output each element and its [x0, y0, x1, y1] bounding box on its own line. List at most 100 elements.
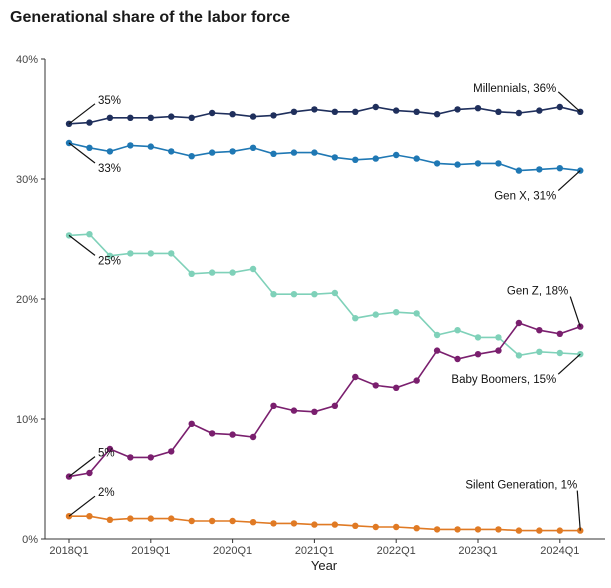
data-point — [352, 315, 359, 322]
leader-line — [576, 490, 581, 531]
data-point — [393, 309, 400, 316]
data-point — [515, 319, 523, 327]
annotation-text: Gen X, 31% — [494, 191, 556, 203]
data-point — [372, 155, 379, 162]
data-point — [249, 433, 257, 441]
data-point — [474, 526, 482, 533]
data-point — [86, 119, 93, 126]
data-point — [229, 269, 236, 276]
data-point — [433, 526, 441, 533]
data-point — [127, 142, 134, 149]
data-point — [413, 155, 420, 162]
data-point — [229, 431, 236, 438]
data-point — [270, 402, 277, 409]
data-point — [188, 420, 195, 427]
leader-line — [68, 456, 96, 478]
data-point — [127, 250, 134, 257]
annotation-label: 25% — [68, 234, 121, 267]
annotation-text: Gen Z, 18% — [507, 286, 568, 298]
data-point — [249, 144, 257, 151]
data-point — [188, 270, 195, 277]
data-point — [433, 160, 441, 167]
data-point — [311, 521, 318, 528]
data-point — [413, 108, 420, 116]
annotation-text: 35% — [98, 95, 121, 107]
data-point — [249, 113, 257, 120]
x-axis-title: Year — [311, 558, 338, 573]
data-point — [331, 289, 339, 297]
annotation-text: Silent Generation, 1% — [465, 480, 577, 492]
data-point — [188, 153, 195, 160]
data-point — [208, 269, 216, 276]
data-point — [433, 347, 441, 354]
data-point — [168, 448, 175, 455]
data-point — [495, 108, 502, 116]
series-gen_z — [65, 319, 584, 480]
data-point — [86, 513, 93, 520]
data-point — [311, 106, 318, 113]
data-point — [454, 526, 461, 533]
data-point — [290, 291, 298, 298]
series-line — [68, 142, 581, 172]
data-point — [331, 108, 339, 116]
data-point — [556, 103, 563, 111]
data-point — [290, 407, 298, 414]
data-point — [229, 111, 236, 118]
data-point — [495, 160, 502, 167]
data-point — [86, 144, 93, 151]
data-point — [147, 250, 154, 257]
data-point — [208, 517, 216, 525]
data-point — [413, 377, 420, 384]
x-tick-label: 2022Q1 — [377, 545, 416, 557]
leader-line — [557, 170, 581, 192]
data-point — [208, 109, 216, 117]
annotation-text: Baby Boomers, 15% — [451, 374, 556, 386]
data-point — [127, 515, 134, 522]
data-point — [352, 156, 359, 163]
leader-line — [68, 142, 96, 164]
series-silent_generation — [65, 513, 584, 534]
data-point — [106, 148, 114, 155]
data-point — [188, 517, 195, 525]
data-point — [454, 106, 461, 113]
data-point — [433, 331, 441, 339]
data-point — [147, 114, 154, 122]
data-point — [474, 160, 482, 167]
data-point — [331, 154, 339, 161]
axes: 0% 10% 20% 30% 40% 2018Q1 2019Q1 2020Q1 2021Q1 20… — [16, 54, 605, 557]
data-point — [168, 113, 175, 120]
annotation-label: 5% — [68, 448, 115, 478]
data-point — [372, 103, 379, 111]
data-point — [106, 516, 114, 523]
data-point — [372, 311, 379, 318]
data-point — [474, 105, 482, 112]
data-point — [127, 114, 134, 122]
data-point — [536, 348, 543, 355]
data-point — [393, 523, 400, 531]
leader-line — [557, 353, 581, 375]
data-point — [270, 291, 277, 298]
x-tick-label: 2019Q1 — [131, 545, 170, 557]
data-point — [495, 526, 502, 533]
series-millennials — [65, 103, 584, 128]
data-point — [352, 373, 359, 381]
data-point — [556, 349, 563, 357]
data-point — [290, 520, 298, 527]
x-tick-label: 2020Q1 — [213, 545, 252, 557]
data-point — [311, 149, 318, 156]
data-point — [474, 334, 482, 341]
annotation-text: 25% — [98, 255, 121, 267]
x-tick-label: 2021Q1 — [295, 545, 334, 557]
data-point — [495, 334, 502, 341]
data-point — [413, 525, 420, 532]
data-point — [270, 112, 277, 119]
annotation-label: 2% — [68, 487, 115, 517]
series-line — [68, 322, 581, 478]
x-tick-label: 2023Q1 — [458, 545, 497, 557]
series-line — [68, 233, 581, 357]
series-layer — [65, 103, 584, 534]
leader-line — [557, 91, 581, 113]
data-point — [147, 515, 154, 522]
data-point — [106, 252, 114, 259]
